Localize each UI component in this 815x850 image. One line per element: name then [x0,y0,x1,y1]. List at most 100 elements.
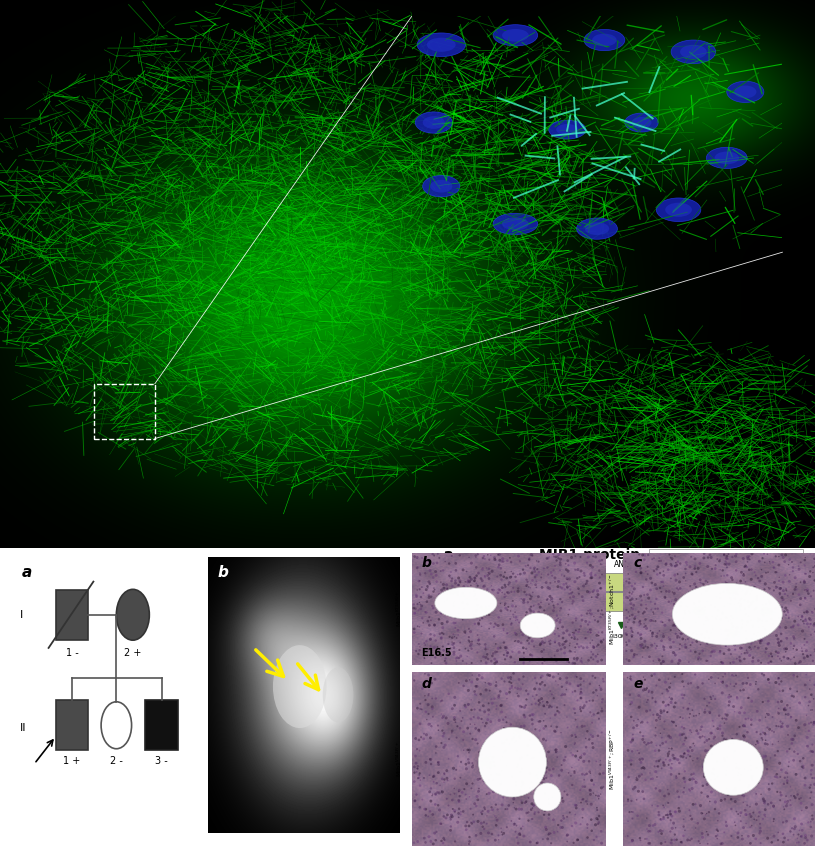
Point [428,641,441,654]
Point [800,649,813,662]
Point [739,817,752,830]
Point [580,695,593,709]
Point [701,595,714,609]
Point [685,813,698,826]
Point [469,733,482,746]
Point [509,775,522,789]
Point [540,719,553,733]
Point [438,833,451,847]
Point [762,638,775,651]
Point [804,745,815,758]
Point [586,716,599,729]
Point [592,615,605,628]
Point [686,636,699,649]
Point [452,795,465,808]
Point [784,824,797,838]
Point [557,635,570,649]
Point [571,679,584,693]
Point [446,572,459,586]
Point [715,622,728,636]
Point [413,582,426,596]
Point [528,806,541,819]
Point [718,711,731,725]
Point [507,608,520,621]
Point [459,788,472,802]
Point [467,808,480,821]
Point [528,692,541,706]
Point [720,632,733,646]
Point [783,552,796,566]
Point [520,573,533,586]
Point [686,772,699,785]
Point [688,773,701,786]
Point [555,568,568,581]
Point [662,796,675,810]
Point [624,621,637,635]
Point [523,552,536,565]
Point [464,717,477,731]
Point [650,739,663,752]
Point [487,755,500,768]
Point [587,641,600,654]
Point [623,634,636,648]
Point [525,547,538,561]
Point [778,703,791,717]
Point [544,826,557,840]
Point [700,807,713,820]
Point [762,708,775,722]
Point [569,808,582,821]
Point [720,782,734,796]
Point [575,796,588,809]
Point [692,625,705,638]
Point [795,760,808,774]
Point [656,615,669,629]
Point [532,628,545,642]
Point [620,591,633,604]
Point [667,586,681,600]
Point [415,703,428,717]
Point [544,626,557,640]
Point [421,580,434,593]
Point [554,613,567,626]
Point [635,640,648,654]
Point [585,591,598,604]
Point [721,552,734,565]
Point [785,733,798,746]
Point [575,686,588,700]
Point [681,833,694,847]
Point [790,577,803,591]
Point [770,629,783,643]
Point [557,577,570,591]
Point [697,577,710,591]
Point [628,648,641,661]
Point [800,605,813,619]
Point [548,724,561,738]
Point [719,555,732,569]
Point [594,681,607,694]
Point [795,644,808,658]
Point [734,768,747,781]
Point [668,647,681,660]
Point [668,670,681,683]
Point [682,745,695,758]
Point [645,669,659,683]
Point [751,591,764,604]
Point [720,733,733,746]
Point [580,576,593,590]
Point [654,824,667,837]
Point [575,749,588,762]
Point [716,606,729,620]
Point [493,547,506,561]
Point [504,650,518,664]
Point [806,771,815,785]
Point [454,704,467,717]
Point [676,836,689,849]
Point [467,815,480,829]
Point [645,576,659,590]
Point [561,581,574,594]
Point [664,808,677,821]
Point [782,611,795,625]
Point [517,593,530,607]
Point [715,675,728,688]
Point [776,600,789,614]
